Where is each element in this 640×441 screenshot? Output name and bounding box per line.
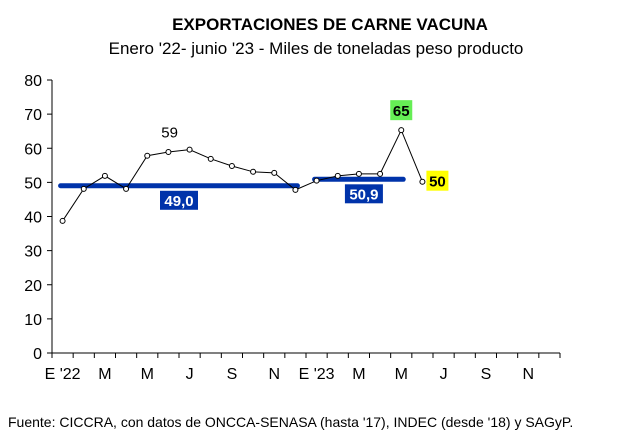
data-point <box>250 168 257 175</box>
annotation-label: 65 <box>393 103 410 120</box>
x-tick-label: E '23 <box>299 366 335 383</box>
source-note: Fuente: CICCRA, con datos de ONCCA-SENAS… <box>8 414 573 430</box>
x-tick-label: M <box>98 366 111 383</box>
data-point <box>292 186 299 193</box>
y-tick-label: 70 <box>24 107 42 124</box>
data-point <box>355 170 362 177</box>
y-tick-label: 40 <box>24 210 42 227</box>
data-point <box>334 172 341 179</box>
data-point <box>271 169 278 176</box>
y-tick-label: 80 <box>24 73 42 90</box>
average-label-box <box>160 190 198 210</box>
average-label: 49,0 <box>164 193 193 210</box>
x-tick-label: S <box>481 366 492 383</box>
y-tick-label: 50 <box>24 175 42 192</box>
data-point <box>398 127 405 134</box>
x-tick-label: S <box>227 366 238 383</box>
y-tick-label: 20 <box>24 278 42 295</box>
x-tick-label: M <box>141 366 154 383</box>
data-point <box>207 155 214 162</box>
data-point <box>123 185 130 192</box>
x-tick-label: J <box>186 366 194 383</box>
y-tick-label: 60 <box>24 141 42 158</box>
x-tick-label: M <box>352 366 365 383</box>
y-tick-label: 0 <box>33 346 42 363</box>
x-tick-label: N <box>268 366 280 383</box>
chart-title: EXPORTACIONES DE CARNE VACUNA <box>172 15 488 34</box>
y-tick-label: 30 <box>24 244 42 261</box>
x-tick-label: N <box>522 366 534 383</box>
data-point <box>80 185 87 192</box>
x-tick-label: J <box>440 366 448 383</box>
annotation-label: 59 <box>161 125 178 142</box>
y-tick-label: 10 <box>24 312 42 329</box>
data-point <box>419 178 426 185</box>
data-point <box>59 217 66 224</box>
chart-subtitle: Enero '22- junio '23 - Miles de tonelada… <box>109 39 524 58</box>
average-label: 50,9 <box>349 186 378 203</box>
data-point <box>186 146 193 153</box>
data-point <box>313 177 320 184</box>
x-tick-label: E '22 <box>45 366 81 383</box>
series-line <box>62 128 423 222</box>
data-point <box>228 162 235 169</box>
data-point <box>377 170 384 177</box>
annotation-label: 50 <box>429 174 446 191</box>
annotation-box <box>426 170 449 191</box>
x-tick-label: M <box>395 366 408 383</box>
data-point <box>144 152 151 159</box>
average-label-box <box>344 184 383 204</box>
data-point <box>101 172 108 179</box>
data-point <box>165 149 172 156</box>
annotation-box <box>390 100 413 121</box>
